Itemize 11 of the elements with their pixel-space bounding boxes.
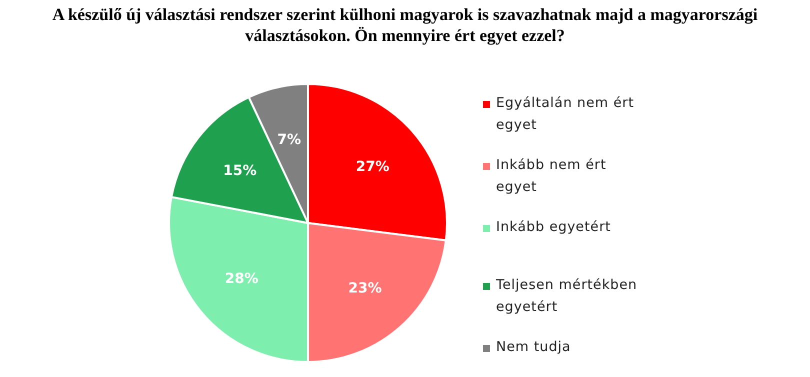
data-label: 7% [277, 132, 302, 148]
data-label: 23% [348, 280, 382, 297]
data-label: 28% [224, 270, 258, 287]
legend-label: Egyáltalán nem ért egyet [496, 95, 634, 133]
legend-label: Inkább egyetért [496, 219, 611, 235]
legend-label: Teljesen mértékben egyetért [495, 277, 638, 315]
legend-label: Nem tudja [496, 339, 571, 355]
data-label: 27% [356, 158, 390, 175]
legend-label: Inkább nem ért egyet [496, 157, 606, 195]
chart-title: A készülő új választási rendszer szerint külhoni magyarok is szavazhatnak majd a magyarországi választásokon. Ön mennyire ért egyet ezzel? [52, 5, 758, 45]
data-label: 15% [223, 163, 257, 180]
